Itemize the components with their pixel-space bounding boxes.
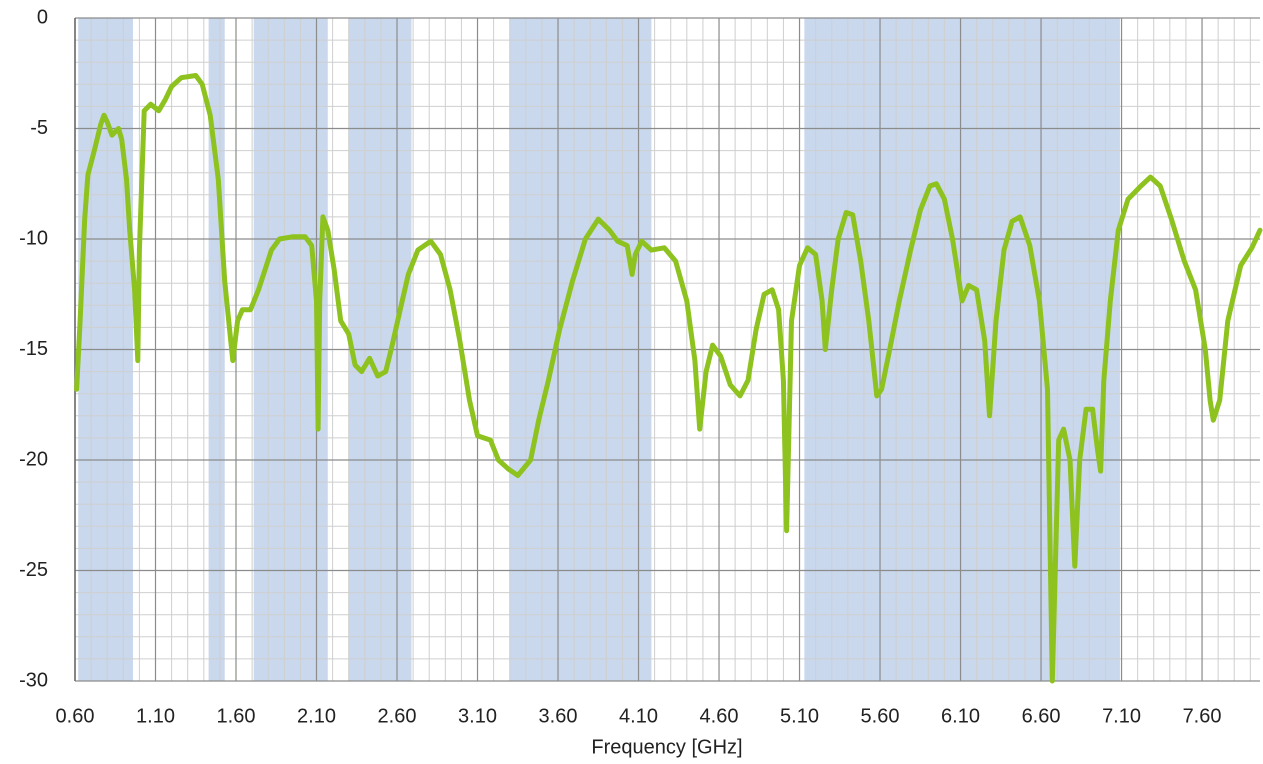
y-tick-label: -25 [19, 559, 48, 581]
x-tick-label: 5.60 [861, 705, 900, 727]
x-tick-label: 0.60 [56, 705, 95, 727]
grid [74, 17, 1260, 682]
y-tick-label: -30 [19, 669, 48, 691]
x-tick-label: 2.10 [297, 705, 336, 727]
x-tick-label: 7.60 [1183, 705, 1222, 727]
x-tick-label: 3.60 [539, 705, 578, 727]
y-tick-label: 0 [37, 6, 48, 28]
x-tick-label: 4.60 [700, 705, 739, 727]
x-axis-title: Frequency [GHz] [591, 736, 742, 758]
data-line [74, 73, 1263, 684]
y-tick-label: -5 [30, 117, 48, 139]
y-tick-label: -20 [19, 448, 48, 470]
plot [74, 73, 1263, 684]
x-tick-label: 1.10 [136, 705, 175, 727]
x-tick-label: 2.60 [378, 705, 417, 727]
x-tick-label: 1.60 [217, 705, 256, 727]
y-tick-label: -15 [19, 338, 48, 360]
y-tick-label: -10 [19, 227, 48, 249]
x-tick-label: 6.10 [941, 705, 980, 727]
x-tick-label: 3.10 [458, 705, 497, 727]
x-tick-label: 6.60 [1022, 705, 1061, 727]
x-tick-label: 4.10 [619, 705, 658, 727]
x-tick-label: 7.10 [1102, 705, 1141, 727]
x-tick-label: 5.10 [780, 705, 819, 727]
